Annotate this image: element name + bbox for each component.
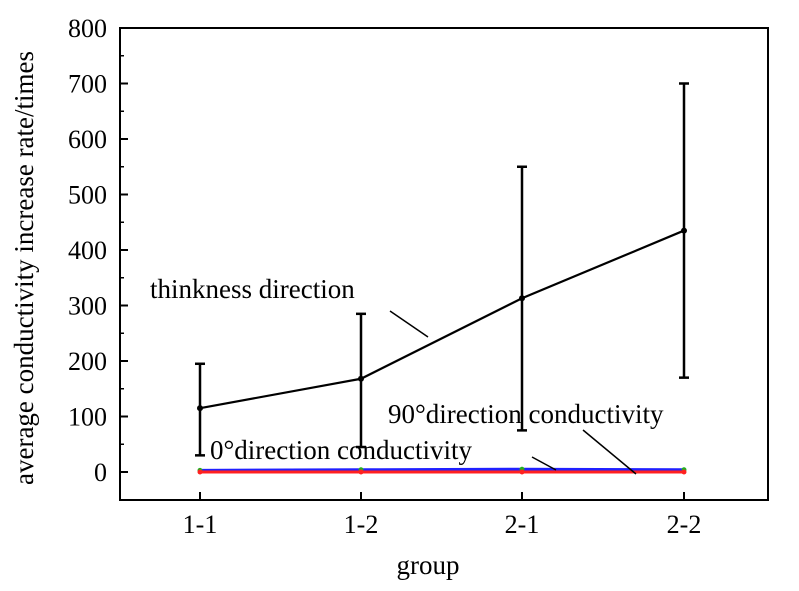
series-line-0 (199, 229, 685, 410)
x-tick-label: 2-2 (667, 510, 702, 539)
data-point (681, 227, 687, 234)
annotation-leader-90 (582, 429, 637, 475)
series-line-1 (199, 467, 685, 472)
annotation-thickness-direction: thinkness direction (150, 274, 355, 304)
axes: 0 100 200 300 400 500 600 700 800 1-1 1-2 2-1 2-2 (68, 14, 769, 539)
data-point (681, 469, 687, 475)
annotation-0-direction: 0°direction conductivity (210, 435, 472, 465)
y-axis-title: average conductivity increase rate/times (9, 51, 39, 485)
y-tick-label: 300 (68, 292, 107, 321)
x-tick-label: 1-2 (344, 510, 379, 539)
data-point (358, 375, 364, 382)
y-tick-label: 500 (68, 181, 107, 210)
annotation-leader-0 (531, 456, 557, 471)
data-point (358, 469, 364, 475)
data-point (519, 295, 525, 302)
plot-frame (119, 27, 769, 501)
annotation-90-direction: 90°direction conductivity (388, 399, 664, 429)
data-point (197, 405, 203, 412)
y-tick-label: 0 (94, 458, 107, 487)
x-tick-label: 1-1 (183, 510, 218, 539)
y-tick-label: 200 (68, 347, 107, 376)
y-tick-label: 400 (68, 236, 107, 265)
annotation-leader-thickness (389, 310, 429, 338)
data-point (519, 469, 525, 475)
y-tick-label: 800 (68, 14, 107, 43)
marks (195, 82, 689, 475)
y-tick-label: 700 (68, 70, 107, 99)
x-axis-title: group (397, 550, 460, 580)
x-tick-label: 2-1 (505, 510, 540, 539)
data-point (197, 469, 203, 475)
y-tick-label: 100 (68, 403, 107, 432)
y-tick-label: 600 (68, 125, 107, 154)
